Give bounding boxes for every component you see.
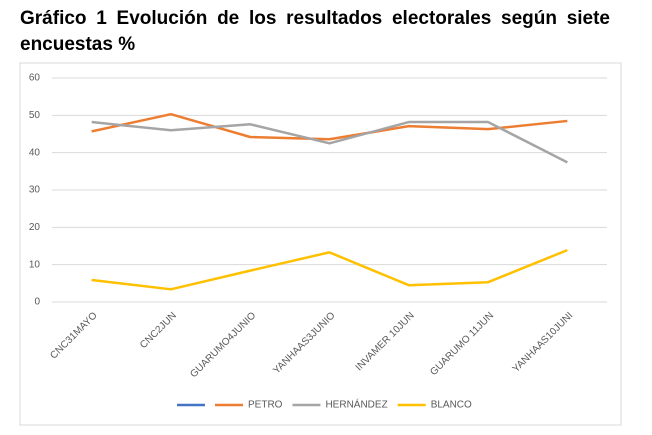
series-line	[91, 248, 568, 291]
x-tick-label: CNC31MAYO	[48, 310, 99, 361]
series-line	[91, 120, 568, 164]
y-tick-label: 30	[29, 185, 41, 196]
legend-label: HERNÁNDEZ	[325, 398, 387, 411]
x-tick-label: GUARUMO 11JUN	[428, 310, 496, 378]
y-tick-label: 60	[29, 73, 41, 84]
legend-label: BLANCO	[431, 400, 472, 411]
x-tick-label: YANHAAS3JUNIO	[271, 310, 337, 376]
y-tick-label: 10	[29, 259, 41, 270]
y-tick-label: 20	[29, 222, 41, 233]
y-tick-label: 0	[34, 297, 40, 308]
x-tick-label: YANHAAS10JUNI	[511, 310, 576, 375]
y-tick-label: 50	[29, 110, 41, 121]
x-tick-label: GUARUMO4JUNIO	[188, 310, 258, 380]
legend-label: PETRO	[248, 400, 283, 411]
chart-frame	[19, 62, 622, 426]
y-tick-label: 40	[29, 147, 41, 158]
x-tick-label: INVAMER 10JUN	[354, 310, 417, 373]
x-tick-label: CNC2JUN	[138, 310, 179, 351]
series-line	[91, 112, 568, 141]
chart-title: Gráfico 1 Evolución de los resultados el…	[20, 8, 610, 55]
